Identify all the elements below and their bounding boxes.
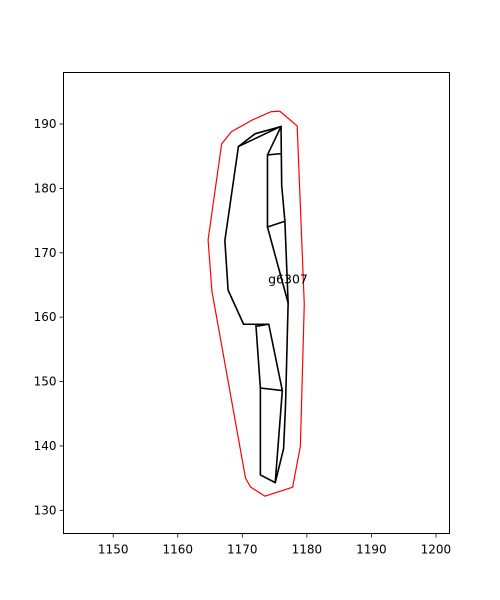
- data-layer: [207, 110, 305, 497]
- polygon-edge: [274, 389, 284, 484]
- y-tick-label: 130: [34, 503, 57, 517]
- y-tick-label: 170: [34, 246, 57, 260]
- y-tick-label: 190: [34, 117, 57, 131]
- polygon-edge: [255, 323, 262, 389]
- annotations: g6307: [268, 272, 308, 287]
- y-tick-label: 160: [34, 310, 57, 324]
- x-tick-label: 1190: [356, 543, 387, 557]
- y-axis: 130 140 150 160 170 180 190: [34, 117, 64, 517]
- x-axis: 1150 1160 1170 1180 1190 1200: [98, 533, 452, 557]
- x-tick-label: 1200: [421, 543, 452, 557]
- polygon-edge: [266, 152, 282, 156]
- x-tick-label: 1160: [162, 543, 193, 557]
- x-tick-label: 1150: [98, 543, 129, 557]
- outline-boundary: [207, 110, 305, 497]
- polygon-edge: [237, 125, 282, 148]
- x-tick-label: 1180: [292, 543, 323, 557]
- y-tick-label: 140: [34, 439, 57, 453]
- y-tick-label: 150: [34, 375, 57, 389]
- polygon-edge: [266, 220, 286, 228]
- x-tick-label: 1170: [227, 543, 258, 557]
- polygon-edge: [266, 125, 289, 304]
- y-tick-label: 180: [34, 181, 57, 195]
- region-label: g6307: [268, 272, 308, 287]
- axes-frame: [63, 72, 450, 534]
- polygon-edge: [255, 323, 270, 327]
